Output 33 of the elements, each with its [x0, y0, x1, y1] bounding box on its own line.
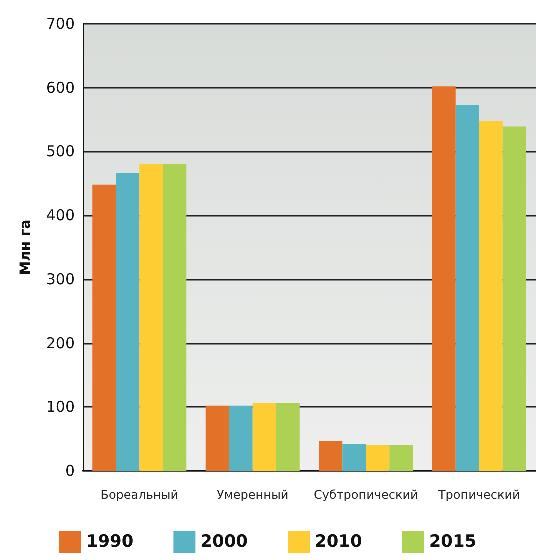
bar — [432, 86, 456, 471]
bar — [116, 173, 140, 471]
y-tick-label: 200 — [46, 334, 75, 352]
y-tick-label: 700 — [46, 15, 75, 33]
x-tick-label: Субтропический — [314, 488, 418, 502]
bar — [319, 440, 343, 471]
legend-label: 2010 — [315, 532, 362, 552]
legend-label: 2015 — [429, 532, 477, 552]
bar — [140, 164, 164, 471]
y-tick-label: 300 — [46, 270, 75, 288]
bar — [479, 121, 503, 471]
bar — [342, 444, 366, 471]
y-tick-label: 600 — [46, 78, 75, 97]
y-tick-label: 500 — [46, 142, 75, 161]
bar — [456, 105, 480, 471]
x-tick-label: Тропический — [437, 488, 520, 502]
y-tick-label: 0 — [65, 462, 75, 480]
legend-label: 2000 — [200, 532, 248, 552]
y-tick-label: 400 — [46, 206, 75, 225]
bar — [276, 403, 300, 471]
bar — [92, 184, 116, 471]
bar — [390, 445, 414, 471]
bar — [206, 406, 230, 471]
x-tick-label: Умеренный — [217, 488, 289, 502]
y-tick-label: 100 — [46, 398, 75, 416]
bar — [502, 126, 526, 471]
legend-label: 1990 — [86, 532, 134, 552]
bar — [366, 445, 390, 471]
bar — [229, 406, 253, 471]
bar — [252, 403, 276, 471]
bar — [163, 164, 187, 471]
y-axis-title: Млн га — [18, 220, 34, 276]
x-tick-label: Бореальный — [100, 488, 179, 502]
